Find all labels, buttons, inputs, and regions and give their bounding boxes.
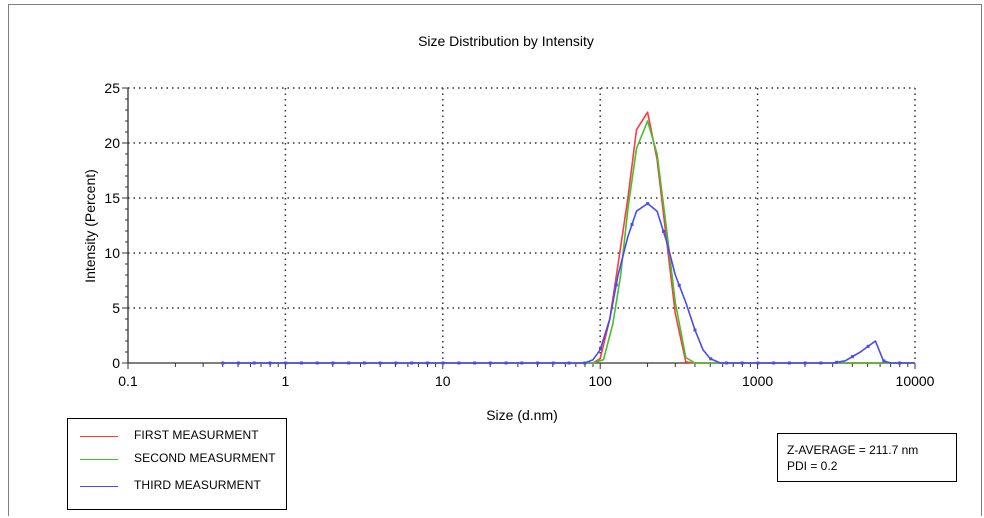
y-axis-label: Intensity (Percent) bbox=[82, 169, 98, 283]
x-tick-label: 1 bbox=[282, 373, 290, 389]
series-3-marker bbox=[756, 361, 760, 365]
legend-swatch-first bbox=[80, 436, 118, 437]
series-3-marker bbox=[583, 361, 587, 365]
chart-frame bbox=[8, 4, 982, 516]
legend-item-third: THIRD MEASURMENT bbox=[68, 477, 286, 497]
series-3-marker bbox=[394, 361, 398, 365]
series-3-marker bbox=[473, 361, 477, 365]
series-3-marker bbox=[803, 361, 807, 365]
x-tick-label: 1000 bbox=[742, 373, 773, 389]
series-3-marker bbox=[819, 361, 823, 365]
series-3-marker bbox=[331, 361, 335, 365]
series-3-marker bbox=[536, 361, 540, 365]
series-3-marker bbox=[835, 360, 839, 364]
x-tick-label: 10 bbox=[435, 373, 451, 389]
series-line-1 bbox=[222, 111, 915, 364]
series-3-marker bbox=[268, 361, 272, 365]
series-3-marker bbox=[457, 361, 461, 365]
series-3-marker bbox=[237, 361, 241, 365]
y-tick-label: 15 bbox=[104, 190, 120, 206]
series-3-marker bbox=[787, 361, 791, 365]
series-3-marker bbox=[693, 328, 697, 332]
axes bbox=[122, 87, 916, 369]
series-line-3 bbox=[222, 202, 915, 364]
series-3-marker bbox=[882, 359, 886, 363]
series-3-marker bbox=[378, 361, 382, 365]
series-3-marker bbox=[425, 361, 429, 365]
series-3-marker bbox=[221, 361, 225, 365]
series-3-marker bbox=[630, 222, 634, 226]
y-tick-label: 10 bbox=[104, 245, 120, 261]
x-tick-label: 0.1 bbox=[118, 373, 138, 389]
series-3-marker bbox=[488, 361, 492, 365]
series-3-marker bbox=[772, 361, 776, 365]
y-tick-label: 25 bbox=[104, 80, 120, 96]
series-lines bbox=[221, 111, 915, 365]
series-3-marker bbox=[614, 283, 618, 287]
grid bbox=[128, 87, 916, 363]
y-tick-label: 5 bbox=[112, 300, 120, 316]
series-3-marker bbox=[677, 283, 681, 287]
x-tick-label: 100 bbox=[589, 373, 613, 389]
series-3-marker bbox=[551, 361, 555, 365]
series-3-marker bbox=[740, 361, 744, 365]
series-3-marker bbox=[441, 361, 445, 365]
series-3-marker bbox=[315, 361, 319, 365]
legend-swatch-second bbox=[80, 459, 118, 460]
series-3-marker bbox=[866, 344, 870, 348]
legend: FIRST MEASURMENT SECOND MEASURMENT THIRD… bbox=[67, 418, 287, 510]
series-3-marker bbox=[709, 357, 713, 361]
series-3-marker bbox=[599, 347, 603, 351]
pdi-text: PDI = 0.2 bbox=[787, 459, 838, 473]
series-3-marker bbox=[646, 202, 650, 206]
series-3-marker bbox=[504, 361, 508, 365]
stats-box: Z-AVERAGE = 211.7 nm PDI = 0.2 bbox=[777, 433, 957, 482]
x-axis-label: Size (d.nm) bbox=[486, 407, 558, 423]
legend-item-second: SECOND MEASURMENT bbox=[68, 450, 286, 470]
series-3-marker bbox=[347, 361, 351, 365]
series-3-marker bbox=[724, 361, 728, 365]
z-average-text: Z-AVERAGE = 211.7 nm bbox=[787, 443, 919, 457]
legend-label-third: THIRD MEASURMENT bbox=[134, 478, 261, 492]
series-3-marker bbox=[299, 361, 303, 365]
x-tick-label: 10000 bbox=[896, 373, 935, 389]
series-line-2 bbox=[222, 120, 915, 364]
series-3-marker bbox=[284, 361, 288, 365]
series-3-marker bbox=[362, 361, 366, 365]
tick-labels: 0.1 1 10 100 1000 10000 0 5 10 15 20 25 bbox=[104, 80, 934, 389]
series-3-marker bbox=[520, 361, 524, 365]
series-3-marker bbox=[898, 361, 902, 365]
series-3-marker bbox=[410, 361, 414, 365]
y-tick-label: 0 bbox=[112, 355, 120, 371]
legend-label-first: FIRST MEASURMENT bbox=[134, 428, 259, 442]
chart-title: Size Distribution by Intensity bbox=[418, 33, 594, 49]
series-3-marker bbox=[661, 229, 665, 233]
legend-swatch-third bbox=[80, 486, 118, 487]
legend-item-first: FIRST MEASURMENT bbox=[68, 427, 286, 447]
y-tick-label: 20 bbox=[104, 135, 120, 151]
legend-label-second: SECOND MEASURMENT bbox=[134, 451, 276, 465]
series-3-marker bbox=[252, 361, 256, 365]
series-3-marker bbox=[567, 361, 571, 365]
series-3-marker bbox=[850, 355, 854, 359]
